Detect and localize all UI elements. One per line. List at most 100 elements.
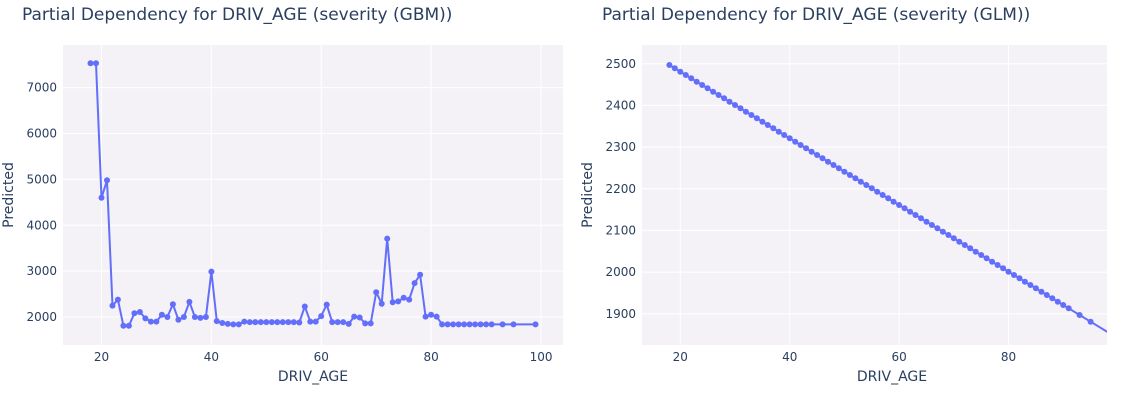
data-point[interactable] [803,145,810,152]
data-point[interactable] [737,105,744,112]
data-point[interactable] [191,314,198,320]
data-point[interactable] [351,313,358,320]
data-point[interactable] [1065,305,1072,312]
data-point[interactable] [830,162,837,168]
data-point[interactable] [175,316,182,323]
data-point[interactable] [104,177,110,184]
data-point[interactable] [688,75,695,82]
data-point[interactable] [972,248,979,255]
data-point[interactable] [378,300,385,307]
data-point[interactable] [213,318,220,325]
data-point[interactable] [710,88,717,95]
data-point[interactable] [263,319,270,326]
data-point[interactable] [950,235,957,242]
data-point[interactable] [1032,285,1039,292]
data-point[interactable] [340,319,347,326]
data-point[interactable] [879,192,886,198]
data-point[interactable] [428,311,435,318]
data-point[interactable] [742,108,749,115]
data-point[interactable] [87,60,94,67]
data-point[interactable] [857,178,864,185]
data-point[interactable] [852,175,859,182]
data-point[interactable] [863,182,870,188]
data-point[interactable] [1011,272,1017,278]
data-point[interactable] [186,298,193,305]
data-point[interactable] [1076,312,1083,318]
data-point[interactable] [748,112,755,118]
data-point[interactable] [841,168,848,175]
data-point[interactable] [422,313,429,320]
data-point[interactable] [693,78,700,85]
data-point[interactable] [384,235,391,242]
data-point[interactable] [726,98,733,105]
data-point[interactable] [1000,265,1007,272]
data-point[interactable] [235,321,242,328]
data-point[interactable] [290,319,297,326]
data-point[interactable] [885,195,892,202]
data-point[interactable] [1049,295,1056,302]
data-point[interactable] [934,225,941,232]
data-point[interactable] [1005,268,1012,275]
data-point[interactable] [1043,292,1050,298]
data-point[interactable] [1087,318,1094,325]
data-point[interactable] [279,319,286,326]
data-point[interactable] [901,205,908,212]
data-point[interactable] [296,319,303,326]
data-point[interactable] [835,165,842,172]
data-point[interactable] [455,321,462,328]
data-point[interactable] [770,125,777,132]
data-point[interactable] [967,245,974,252]
data-point[interactable] [356,314,363,321]
data-point[interactable] [923,218,930,225]
data-point[interactable] [994,262,1001,268]
data-point[interactable] [846,172,853,178]
data-point[interactable] [671,65,678,72]
data-point[interactable] [202,314,209,320]
data-point[interactable] [945,232,952,238]
data-point[interactable] [918,215,924,222]
data-point[interactable] [928,222,935,228]
data-point[interactable] [732,102,738,108]
data-point[interactable] [666,62,673,68]
data-point[interactable] [753,115,760,122]
data-point[interactable] [312,318,319,325]
data-point[interactable] [98,194,105,201]
data-point[interactable] [433,313,440,320]
data-point[interactable] [406,296,413,303]
data-point[interactable] [274,319,281,326]
data-point[interactable] [912,212,919,218]
data-point[interactable] [389,299,396,306]
data-point[interactable] [257,319,264,326]
data-point[interactable] [219,320,226,326]
data-point[interactable] [362,320,369,327]
data-point[interactable] [373,289,380,296]
data-point[interactable] [797,142,804,148]
data-point[interactable] [907,208,914,215]
data-point[interactable] [323,301,330,308]
data-point[interactable] [417,271,424,278]
data-point[interactable] [989,258,996,265]
data-point[interactable] [461,321,468,328]
data-point[interactable] [367,320,374,327]
data-point[interactable] [131,310,138,317]
data-point[interactable] [488,321,495,328]
data-point[interactable] [786,135,793,142]
data-point[interactable] [1054,298,1061,305]
data-point[interactable] [395,298,402,305]
data-point[interactable] [307,318,314,325]
data-point[interactable] [246,319,253,326]
data-point[interactable] [825,158,831,165]
data-point[interactable] [120,322,127,329]
data-point[interactable] [180,314,187,320]
data-point[interactable] [329,319,336,326]
data-point[interactable] [1027,282,1034,288]
data-point[interactable] [939,228,946,235]
data-point[interactable] [334,319,341,326]
data-point[interactable] [532,321,539,328]
data-point[interactable] [759,118,766,125]
data-point[interactable] [1016,275,1023,282]
data-point[interactable] [978,252,985,258]
data-point[interactable] [715,92,722,98]
data-point[interactable] [224,320,231,327]
data-point[interactable] [230,321,237,328]
